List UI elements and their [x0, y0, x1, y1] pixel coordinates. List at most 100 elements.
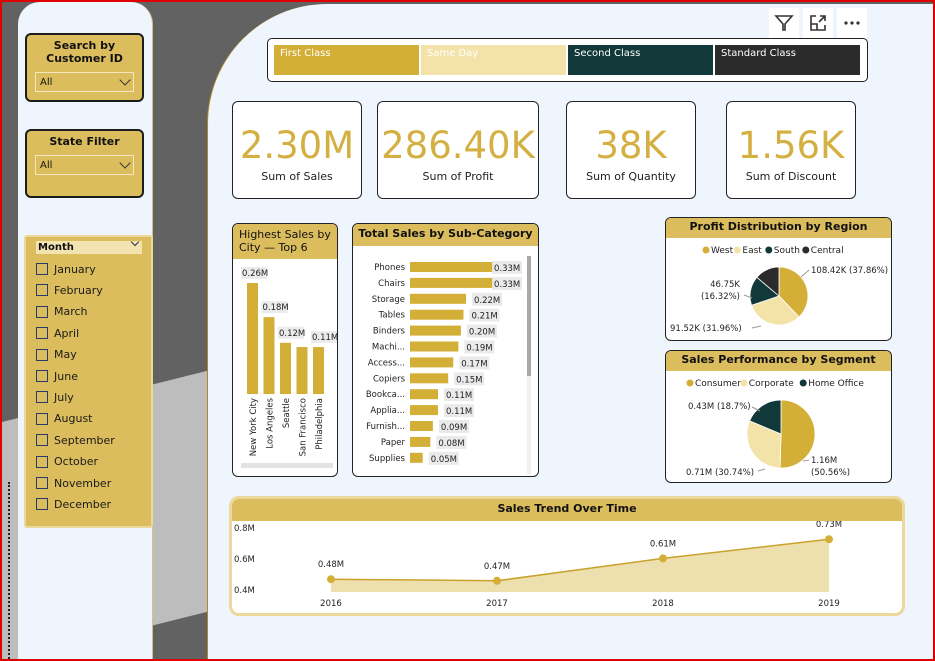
- pie-data-label: 0.71M (30.74%): [686, 468, 754, 478]
- focus-mode-icon: [810, 15, 826, 31]
- month-dropdown[interactable]: Month: [36, 237, 142, 254]
- city-bar[interactable]: [296, 347, 308, 394]
- month-option-january[interactable]: January: [36, 260, 96, 278]
- region-chart-title: Profit Distribution by Region: [666, 218, 891, 238]
- subcategory-axis-label: Chairs: [378, 279, 405, 289]
- month-option-june[interactable]: June: [36, 367, 78, 385]
- subcategory-axis-label: Storage: [372, 295, 405, 305]
- checkbox[interactable]: [36, 284, 48, 297]
- pie-slice[interactable]: [756, 266, 780, 297]
- trend-point[interactable]: [493, 576, 501, 585]
- month-option-february[interactable]: February: [36, 281, 103, 299]
- month-option-august[interactable]: August: [36, 410, 93, 428]
- month-option-october[interactable]: October: [36, 453, 98, 471]
- checkbox[interactable]: [36, 263, 48, 275]
- checkbox[interactable]: [36, 305, 48, 318]
- city-bar-chart: 0.26M New York City 0.18M Los Angeles 0.12M S…: [241, 267, 337, 468]
- x-axis-tick: 2019: [818, 599, 840, 609]
- focus-mode-button[interactable]: [803, 8, 833, 38]
- trend-data-label: 0.47M: [484, 562, 510, 572]
- city-sales-card: Highest Sales by City — Top 6 0.26M New Y…: [232, 223, 338, 477]
- data-label-bg: [492, 261, 522, 274]
- ship-mode-second-class[interactable]: Second Class: [568, 45, 713, 75]
- segment-sales-card: Sales Performance by Segment Consumer Cor…: [665, 350, 892, 483]
- pie-slice[interactable]: [751, 295, 800, 326]
- sales-trend-card: Sales Trend Over Time 0.8M 0.6M 0.4M 0.48M 2…: [229, 496, 905, 616]
- city-bar[interactable]: [313, 347, 324, 394]
- month-option-april[interactable]: April: [36, 324, 79, 342]
- month-option-july[interactable]: July: [36, 388, 74, 406]
- subcategory-bar[interactable]: [410, 389, 438, 400]
- month-option-december[interactable]: December: [36, 495, 111, 513]
- pie-slice[interactable]: [746, 420, 782, 469]
- subcategory-axis-label: Copiers: [373, 374, 406, 384]
- checkbox[interactable]: [36, 391, 48, 404]
- legend-marker: [740, 379, 748, 387]
- city-bar[interactable]: [280, 342, 291, 394]
- trend-point[interactable]: [659, 554, 667, 563]
- subcategory-axis-label: Phones: [374, 263, 405, 273]
- checkbox[interactable]: [36, 327, 48, 340]
- month-option-november[interactable]: November: [36, 474, 111, 492]
- ship-mode-standard-class[interactable]: Standard Class: [715, 45, 860, 75]
- ship-mode-same-day[interactable]: Same Day: [421, 45, 566, 75]
- subcategory-bar-label: 0.11M: [446, 407, 472, 417]
- subcategory-bar-chart: Phones 0.33M Chairs 0.33M Storage 0.22M Tables…: [366, 256, 531, 474]
- subcategory-bar-label: 0.33M: [494, 264, 520, 274]
- month-slicer: Month January February March April May June Ju…: [24, 235, 153, 528]
- subcategory-bar[interactable]: [410, 373, 449, 384]
- month-option-september[interactable]: September: [36, 431, 115, 449]
- subcategory-bar[interactable]: [410, 325, 461, 336]
- city-bar[interactable]: [263, 317, 275, 394]
- trend-point[interactable]: [327, 575, 335, 584]
- subcategory-bar[interactable]: [410, 341, 459, 352]
- subcategory-bar[interactable]: [410, 452, 423, 463]
- trend-point[interactable]: [825, 535, 833, 544]
- region-pie-chart: West East South Central 108.42K (37.86%) 91.5…: [670, 246, 888, 334]
- state-dropdown[interactable]: All: [35, 155, 134, 175]
- pie-slice[interactable]: [778, 266, 809, 318]
- subcategory-bar[interactable]: [410, 309, 464, 320]
- trend-chart-title: Sales Trend Over Time: [232, 499, 902, 521]
- checkbox[interactable]: [36, 370, 48, 382]
- data-label-bg: [444, 388, 474, 402]
- customer-id-dropdown[interactable]: All: [35, 72, 134, 92]
- pie-data-label: 108.42K (37.86%): [811, 266, 888, 276]
- month-option-march[interactable]: March: [36, 303, 88, 321]
- pie-slice[interactable]: [779, 399, 816, 469]
- filter-icon: [774, 15, 794, 31]
- subcategory-bar[interactable]: [410, 436, 431, 447]
- subcategory-bar[interactable]: [410, 293, 466, 304]
- pie-data-label: 1.16M: [811, 456, 837, 466]
- data-label-bg: [464, 340, 495, 354]
- subcategory-bar[interactable]: [410, 405, 438, 416]
- pie-slice[interactable]: [749, 399, 782, 435]
- subcategory-bar[interactable]: [410, 421, 433, 431]
- data-label-bg: [454, 372, 485, 386]
- customer-id-slicer: Search by Customer ID All: [25, 33, 144, 102]
- data-label-bg: [438, 420, 469, 433]
- checkbox[interactable]: [36, 412, 48, 425]
- checkbox[interactable]: [36, 455, 48, 468]
- data-label-bg: [459, 356, 490, 370]
- data-label-bg: [241, 267, 267, 279]
- more-options-button[interactable]: [837, 8, 867, 38]
- checkbox[interactable]: [36, 498, 48, 511]
- y-axis-tick: 0.6M: [234, 555, 255, 565]
- kpi-card-sales: 2.30M Sum of Sales: [232, 101, 362, 199]
- month-option-may[interactable]: May: [36, 346, 77, 364]
- checkbox[interactable]: [36, 477, 48, 489]
- scrollbar-thumb[interactable]: [527, 256, 531, 376]
- more-options-icon: [844, 21, 860, 25]
- horizontal-scrollbar[interactable]: [241, 463, 333, 468]
- legend-label: Central: [811, 246, 844, 256]
- filter-button[interactable]: [769, 8, 799, 38]
- month-option-label: July: [54, 390, 74, 404]
- city-bar[interactable]: [247, 283, 258, 394]
- subcategory-bar[interactable]: [410, 262, 494, 272]
- ship-mode-first-class[interactable]: First Class: [274, 45, 419, 75]
- subcategory-bar[interactable]: [410, 277, 494, 288]
- checkbox[interactable]: [36, 348, 48, 361]
- checkbox[interactable]: [36, 434, 48, 447]
- subcategory-bar[interactable]: [410, 357, 454, 368]
